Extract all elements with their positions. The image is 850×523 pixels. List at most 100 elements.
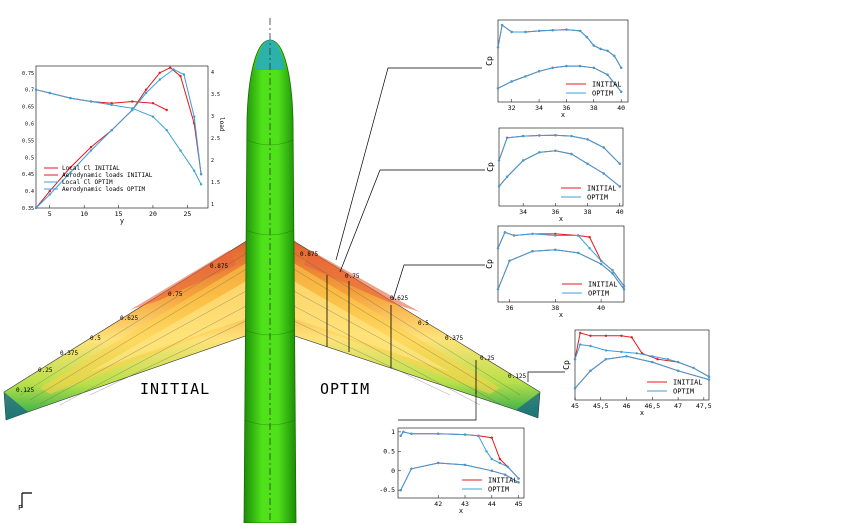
data-point xyxy=(602,172,605,175)
x-tick-label: 40 xyxy=(597,304,605,312)
data-point xyxy=(48,193,51,196)
legend-label: OPTIM xyxy=(592,90,613,98)
x-tick-label: 40 xyxy=(617,104,625,112)
y-tick-label-right: 4 xyxy=(211,70,214,76)
data-point xyxy=(554,234,557,237)
data-point xyxy=(537,70,541,73)
x-axis-label: x xyxy=(559,215,563,223)
y-tick-label: 0.7 xyxy=(25,88,34,94)
data-point xyxy=(618,185,621,188)
y-axis-label: Cp xyxy=(486,162,495,172)
data-point xyxy=(565,64,568,68)
legend-label: OPTIM xyxy=(588,290,609,298)
x-tick-label: 46,5 xyxy=(644,402,660,410)
data-point xyxy=(490,436,493,439)
data-point xyxy=(604,334,608,337)
legend-label: INITIAL xyxy=(488,477,518,485)
data-point xyxy=(620,334,623,337)
data-point xyxy=(522,159,525,162)
data-point xyxy=(199,183,203,186)
data-point xyxy=(611,269,614,272)
data-point xyxy=(573,358,577,361)
data-point xyxy=(490,457,493,461)
y-tick-label: 1 xyxy=(391,428,395,436)
data-point xyxy=(69,96,72,100)
data-point xyxy=(554,248,557,251)
y-axis-label: Cp xyxy=(485,259,494,269)
data-point xyxy=(500,23,504,27)
data-point xyxy=(524,30,527,34)
data-point xyxy=(510,30,513,34)
x-tick-label: 46 xyxy=(623,402,631,410)
data-point xyxy=(588,235,591,239)
data-point xyxy=(620,66,623,70)
leader-lines xyxy=(335,67,565,421)
data-point xyxy=(131,108,134,112)
data-point xyxy=(588,247,591,250)
initial-label: INITIAL xyxy=(140,380,210,398)
y-tick-label: 0.6 xyxy=(25,121,34,127)
y-tick-label: 0.5 xyxy=(383,447,395,455)
charts-layer: 5 10 15 20 25y0.750.70.650.60.550.50.450.40.… xyxy=(22,19,712,515)
contour-label: 0.375 xyxy=(445,335,463,342)
x-tick-label: 45,5 xyxy=(593,402,609,410)
data-point xyxy=(578,29,582,33)
fuselage xyxy=(243,18,297,523)
x-tick-label: 42 xyxy=(434,500,442,508)
data-point xyxy=(34,88,38,91)
contour-label: 0.125 xyxy=(508,373,526,380)
data-point xyxy=(517,481,520,484)
data-point xyxy=(570,152,573,156)
data-point xyxy=(585,35,589,39)
data-point xyxy=(182,73,186,76)
data-point xyxy=(538,151,541,154)
data-point xyxy=(496,87,500,90)
data-point xyxy=(651,355,654,358)
x-tick-label: 25 xyxy=(183,210,191,218)
data-point xyxy=(625,355,628,358)
chart-frame xyxy=(498,127,624,207)
data-point xyxy=(579,343,582,346)
x-tick-label: 44 xyxy=(488,500,496,508)
x-tick-label: 36 xyxy=(551,208,559,216)
data-point xyxy=(599,259,603,262)
chart-frame xyxy=(497,225,625,303)
x-tick-label: 45 xyxy=(571,402,579,410)
data-point xyxy=(410,432,413,435)
x-axis-label: x xyxy=(561,111,565,119)
data-point xyxy=(179,74,182,78)
data-point xyxy=(676,360,680,364)
data-point xyxy=(611,272,614,275)
data-point xyxy=(69,171,72,174)
legend-label: Local Cl OPTIM xyxy=(62,179,113,186)
x-axis-label: x xyxy=(640,409,644,417)
y-tick-label: 0.65 xyxy=(22,105,34,111)
data-point xyxy=(498,461,502,465)
data-point xyxy=(512,234,516,237)
data-point xyxy=(578,64,582,68)
legend-label: OPTIM xyxy=(673,388,694,396)
data-point xyxy=(131,100,134,103)
legend-label: Aerodynamic loads INITIAL xyxy=(62,172,153,179)
data-point xyxy=(531,232,534,236)
data-point xyxy=(165,129,168,132)
wing-contour-labels: 0.875 0.75 0.625 0.5 0.375 0.25 0.125 0.875 0.75… xyxy=(16,251,526,394)
data-point xyxy=(586,138,589,141)
x-tick-label: 32 xyxy=(508,104,516,112)
contour-label: 0.25 xyxy=(480,355,495,362)
data-point xyxy=(606,49,609,52)
y-tick-label: 0.75 xyxy=(22,71,34,77)
data-point xyxy=(554,134,557,137)
data-point xyxy=(151,115,155,118)
legend-label: INITIAL xyxy=(587,185,617,193)
x-tick-label: 15 xyxy=(115,210,123,218)
data-point xyxy=(169,66,172,69)
data-point xyxy=(707,375,711,378)
data-point xyxy=(592,66,595,70)
data-point xyxy=(620,350,623,354)
data-point xyxy=(635,352,638,355)
chart-frame xyxy=(35,65,209,209)
data-point xyxy=(504,473,507,476)
data-point xyxy=(622,288,626,291)
data-point xyxy=(692,366,695,370)
